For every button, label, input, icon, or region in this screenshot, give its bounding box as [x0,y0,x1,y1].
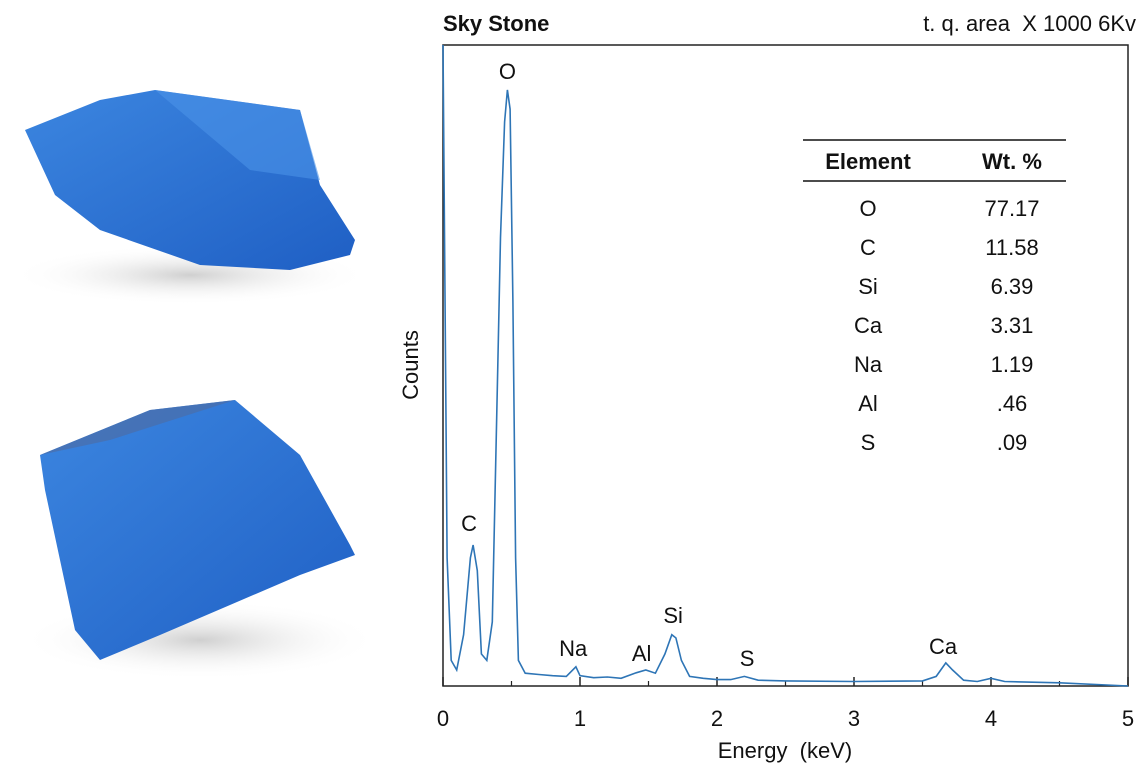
x-tick-label: 5 [1122,706,1134,731]
x-axis-label: Energy (keV) [718,738,853,763]
x-tick-label: 0 [437,706,449,731]
table-header: Element [825,149,911,174]
peak-label: S [740,646,755,671]
table-cell: Na [854,352,883,377]
x-tick-label: 4 [985,706,997,731]
table-cell: 77.17 [984,196,1039,221]
table-cell: 3.31 [991,313,1034,338]
chart-subtitle: t. q. area X 1000 6Kv [923,11,1136,36]
table-cell: S [861,430,876,455]
table-cell: .09 [997,430,1028,455]
table-cell: 11.58 [985,235,1038,260]
table-cell: 6.39 [991,274,1034,299]
x-tick-label: 1 [574,706,586,731]
peak-label: C [461,511,477,536]
table-cell: C [860,235,876,260]
x-tick-label: 2 [711,706,723,731]
peak-label: Si [663,603,683,628]
table-header: Wt. % [982,149,1042,174]
table-cell: Al [858,391,878,416]
peak-label: Al [632,641,652,666]
table-cell: 1.19 [991,352,1034,377]
x-tick-label: 3 [848,706,860,731]
table-cell: .46 [997,391,1028,416]
table-cell: Si [858,274,878,299]
peak-label: O [499,59,516,84]
photo [10,90,380,680]
spectrum-line [442,44,1129,687]
chart-title: Sky Stone [443,11,549,36]
table-cell: Ca [854,313,883,338]
y-axis-label: Counts [398,330,423,400]
table-cell: O [859,196,876,221]
peak-label: Ca [929,634,958,659]
peak-label: Na [559,636,588,661]
